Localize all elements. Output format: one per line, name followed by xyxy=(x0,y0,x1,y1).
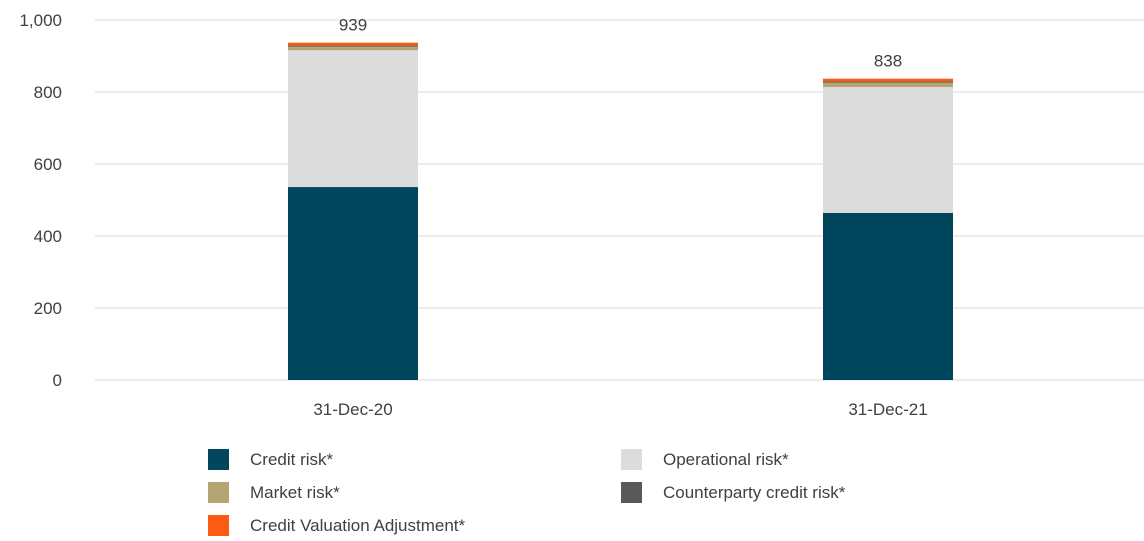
bar-segment xyxy=(823,82,953,87)
legend-label: Credit Valuation Adjustment* xyxy=(250,516,466,535)
y-tick-label: 400 xyxy=(34,227,62,246)
legend-label: Counterparty credit risk* xyxy=(663,483,846,502)
total-label: 939 xyxy=(339,16,367,35)
x-tick-label: 31-Dec-21 xyxy=(848,400,927,419)
legend-label: Operational risk* xyxy=(663,450,789,469)
y-tick-label: 0 xyxy=(53,371,62,390)
y-tick-label: 800 xyxy=(34,83,62,102)
legend-swatch xyxy=(621,449,642,470)
bar-segment xyxy=(288,45,418,47)
bar-segment xyxy=(823,81,953,83)
bar-segment xyxy=(823,212,953,380)
x-tick-label: 31-Dec-20 xyxy=(313,400,392,419)
total-label: 838 xyxy=(874,52,902,71)
legend-swatch xyxy=(208,482,229,503)
bar-segment xyxy=(823,78,953,82)
y-tick-label: 200 xyxy=(34,299,62,318)
bar-segment xyxy=(288,187,418,380)
legend-swatch xyxy=(208,515,229,536)
legend-swatch xyxy=(621,482,642,503)
legend-swatch xyxy=(208,449,229,470)
bar-segment xyxy=(288,50,418,188)
y-tick-label: 1,000 xyxy=(19,11,62,30)
bar-segment xyxy=(288,46,418,51)
bar-segment xyxy=(288,42,418,46)
y-tick-label: 600 xyxy=(34,155,62,174)
legend-label: Market risk* xyxy=(250,483,340,502)
bar-segment xyxy=(823,86,953,213)
legend-label: Credit risk* xyxy=(250,450,334,469)
